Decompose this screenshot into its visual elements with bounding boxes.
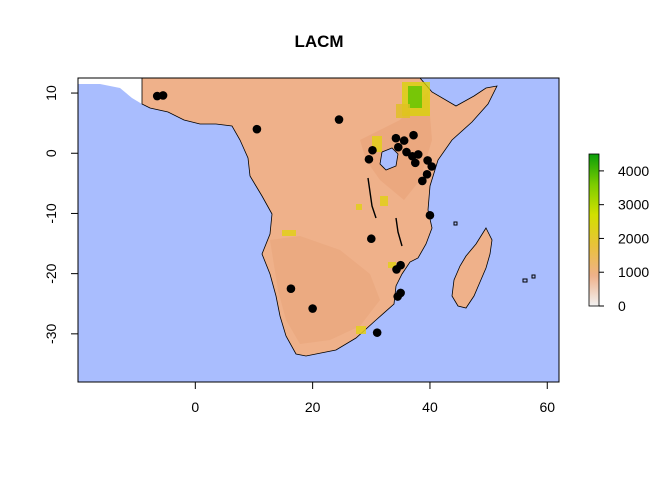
legend-tick-label: 2000 xyxy=(618,230,649,246)
legend-ticks: 0 1000 2000 3000 4000 xyxy=(599,163,649,314)
highland-patches xyxy=(282,136,396,334)
x-tick-label: 60 xyxy=(539,399,555,415)
occurrence-points xyxy=(152,91,437,337)
legend-tick-label: 3000 xyxy=(618,197,649,213)
lake-malawi xyxy=(395,217,403,247)
occurrence-point xyxy=(393,292,402,301)
y-tick-label: 10 xyxy=(43,85,59,101)
y-axis: 10 0 -10 -20 -30 xyxy=(43,85,79,344)
southern-highlands xyxy=(270,236,380,344)
occurrence-point xyxy=(252,124,262,134)
legend-tick-label: 1000 xyxy=(618,264,649,280)
occurrence-point xyxy=(409,130,418,140)
y-tick-label: -10 xyxy=(43,203,59,223)
occurrence-point xyxy=(425,210,435,220)
legend-tick-label: 4000 xyxy=(618,163,649,179)
occurrence-point xyxy=(364,154,374,164)
madagascar xyxy=(451,227,493,309)
islands xyxy=(453,221,536,283)
legend-colorbar xyxy=(588,153,600,307)
map-title: LACM xyxy=(294,32,343,51)
occurrence-point xyxy=(393,142,403,152)
x-axis: 0 20 40 60 xyxy=(191,381,555,415)
x-tick-label: 20 xyxy=(305,399,321,415)
occurrence-point xyxy=(399,136,409,145)
occurrence-point xyxy=(391,133,401,143)
occurrence-point xyxy=(308,304,317,313)
occurrence-point xyxy=(372,328,382,337)
legend-tick-label: 0 xyxy=(618,298,626,314)
x-tick-label: 40 xyxy=(422,399,438,415)
occurrence-point xyxy=(423,156,432,165)
lake-victoria xyxy=(379,147,399,171)
occurrence-point xyxy=(368,145,377,155)
occurrence-point xyxy=(422,170,432,179)
occurrence-point xyxy=(286,284,296,293)
occurrence-point xyxy=(158,91,168,100)
no-data-patch xyxy=(78,78,142,104)
y-tick-label: -20 xyxy=(43,263,59,283)
occurrence-point xyxy=(410,158,420,168)
ethiopian-highlands xyxy=(396,82,430,118)
y-tick-label: 0 xyxy=(43,149,59,157)
occurrence-point xyxy=(366,234,376,244)
y-tick-label: -30 xyxy=(43,324,59,344)
occurrence-point xyxy=(392,265,401,274)
x-tick-label: 0 xyxy=(191,399,199,415)
occurrence-point xyxy=(418,176,427,186)
elevation-legend: 0 1000 2000 3000 4000 xyxy=(588,153,649,314)
occurrence-point xyxy=(427,162,437,171)
occurrence-point xyxy=(334,115,344,124)
occurrence-point xyxy=(413,150,423,159)
map-area xyxy=(78,78,559,382)
lake-tanganyika xyxy=(367,177,377,219)
